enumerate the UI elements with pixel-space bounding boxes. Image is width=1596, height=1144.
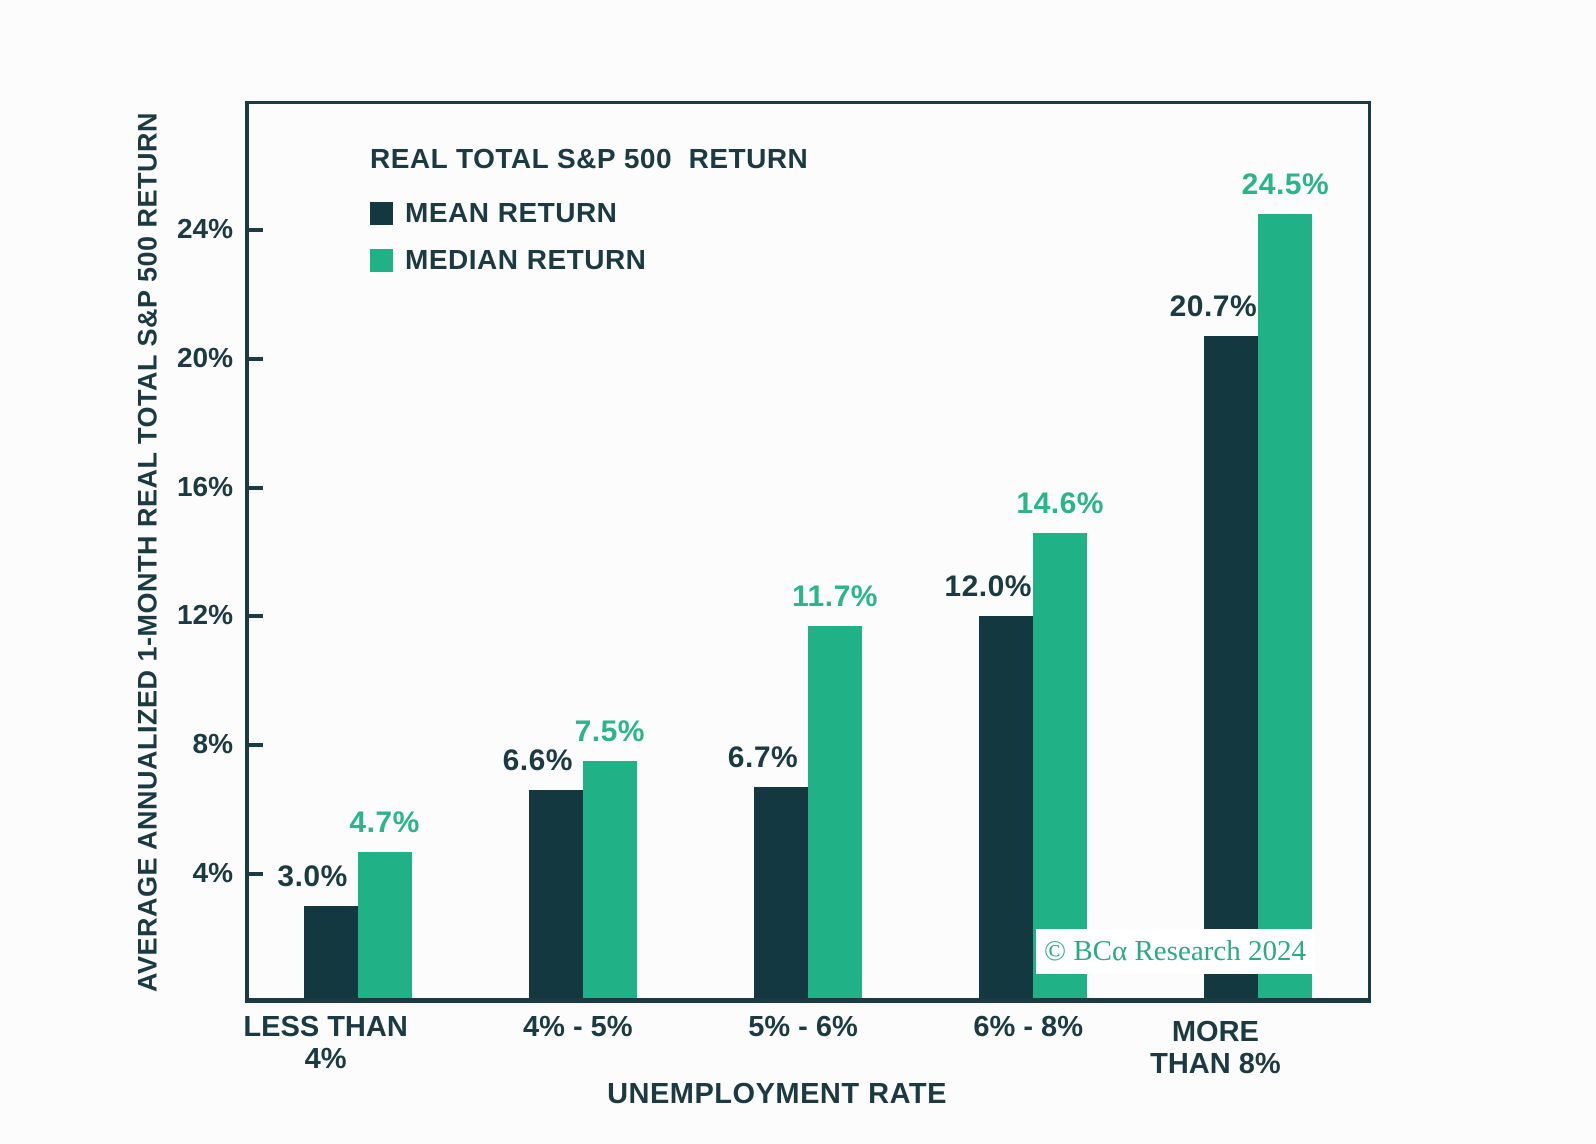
legend-item-mean: MEAN RETURN [370,197,808,229]
bar-mean-5 [1204,336,1259,1003]
watermark: © BCα Research 2024 [1036,929,1314,974]
legend: REAL TOTAL S&P 500 RETURN MEAN RETURN ME… [370,143,808,291]
bar-mean-4 [979,616,1034,1003]
median-value-label-5: 24.5% [1241,167,1330,201]
y-tick-mark-8% [247,743,263,748]
y-tick-label-4%: 4% [192,857,233,889]
y-tick-mark-4% [247,872,263,877]
category-label-line: LESS THAN [243,1011,408,1043]
bar-mean-3 [754,787,808,1003]
x-axis-title: UNEMPLOYMENT RATE [607,1078,947,1110]
bar-median-1 [357,851,412,1003]
legend-item-median: MEDIAN RETURN [370,244,808,276]
mean-value-label-3: 6.7% [727,741,799,775]
y-tick-mark-16% [247,485,263,490]
bar-median-5 [1258,213,1313,1003]
bar-median-2 [582,761,637,1003]
category-label-3: 5% - 6% [643,1011,963,1043]
bar-median-4 [1033,532,1088,1003]
category-label-1: LESS THAN 4% [166,1011,486,1076]
category-label-line: MORE [1171,1016,1259,1048]
y-tick-label-8%: 8% [192,728,233,760]
y-tick-mark-24% [247,227,263,232]
mean-value-label-4: 12.0% [944,570,1032,604]
mean-value-label-5: 20.7% [1169,290,1258,324]
bar-median-3 [808,626,862,1003]
category-label-line: 4% [304,1043,347,1076]
category-label-line: 4% - 5% [522,1011,633,1043]
category-label-line: THAN 8% [1150,1048,1281,1081]
category-label-line: 5% - 6% [748,1011,858,1043]
category-label-2: 4% - 5% [418,1011,738,1043]
median-value-label-1: 4.7% [349,805,420,839]
mean-value-label-1: 3.0% [277,860,348,894]
bar-mean-1 [303,906,358,1003]
median-return-swatch-icon [370,248,393,272]
category-label-line: 6% - 8% [973,1011,1083,1043]
legend-title: REAL TOTAL S&P 500 RETURN [370,143,809,174]
y-tick-label-16%: 16% [176,470,233,502]
category-label-5: MORE THAN 8% [1055,1016,1375,1081]
mean-value-label-2: 6.6% [502,744,573,778]
y-tick-mark-12% [247,614,263,619]
y-tick-label-12%: 12% [176,599,233,631]
median-value-label-3: 11.7% [792,580,878,614]
y-tick-label-20%: 20% [176,341,233,373]
category-label-4: 6% - 8% [868,1011,1188,1043]
bar-mean-2 [528,790,583,1003]
y-tick-label-24%: 24% [176,212,233,244]
median-value-label-2: 7.5% [574,715,645,749]
mean-return-swatch-icon [370,201,393,225]
median-value-label-4: 14.6% [1016,486,1104,520]
y-tick-mark-20% [247,356,263,361]
legend-item-mean-label: MEAN RETURN [405,197,618,228]
legend-item-median-label: MEDIAN RETURN [405,244,647,275]
